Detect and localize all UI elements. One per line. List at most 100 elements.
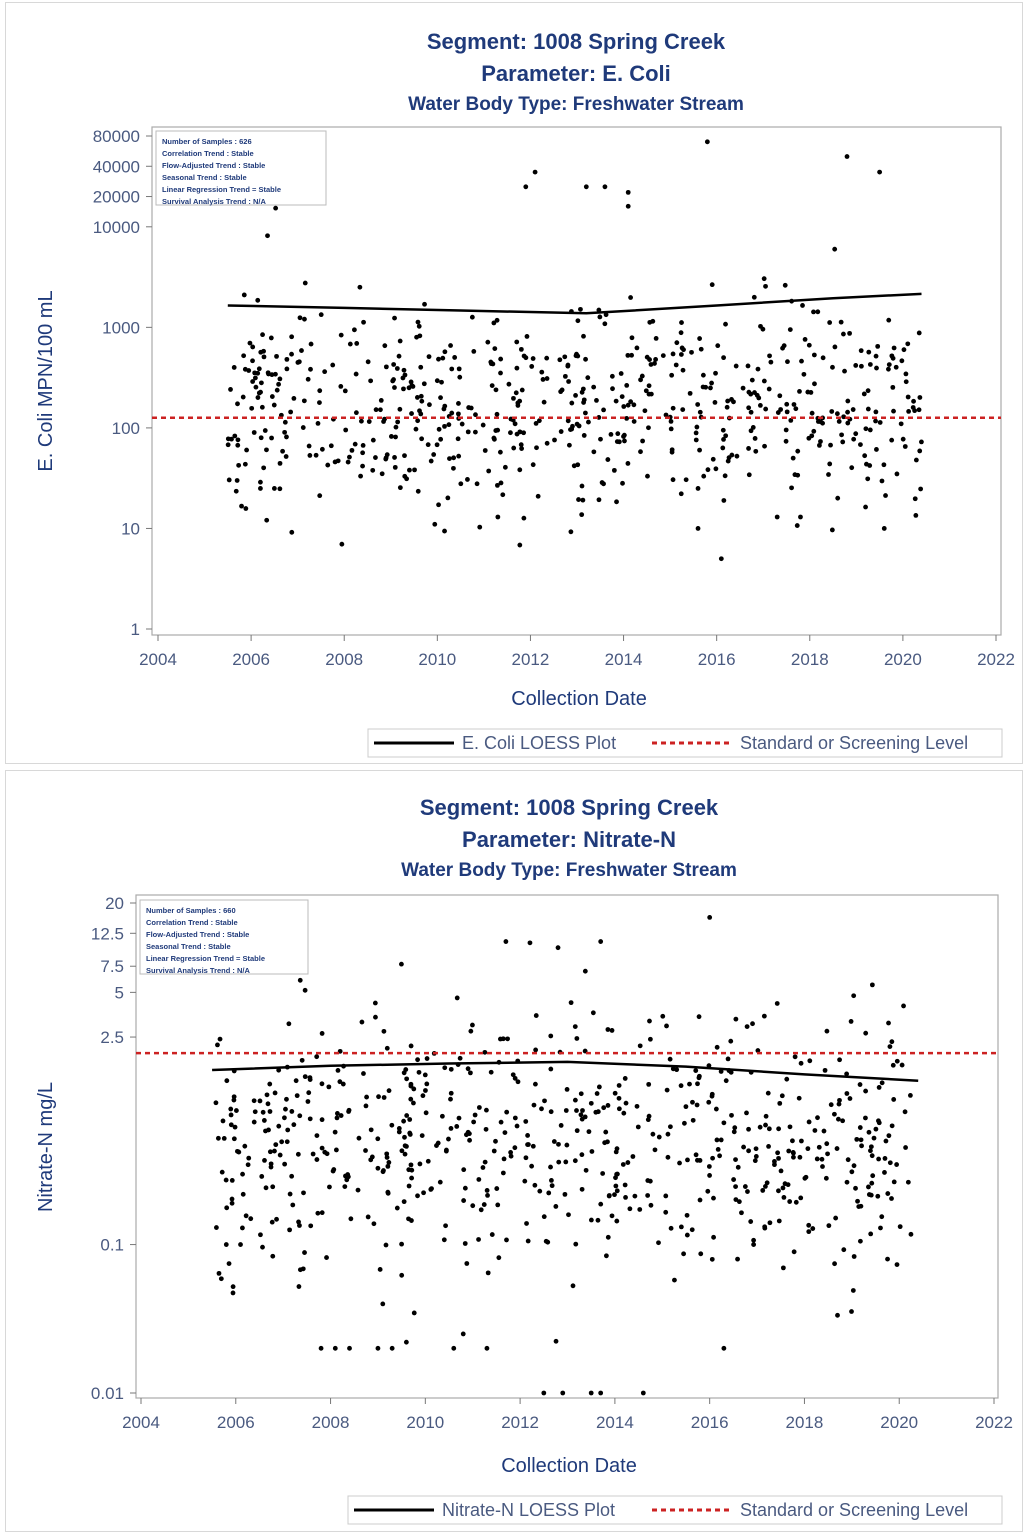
data-point [307, 1077, 313, 1082]
data-point [349, 447, 355, 453]
data-point [512, 1115, 518, 1121]
data-point [373, 455, 378, 460]
data-point [268, 1161, 274, 1167]
data-point [774, 514, 780, 520]
data-point [697, 1197, 703, 1203]
data-point [869, 1153, 875, 1159]
data-point [444, 1147, 449, 1153]
data-point [297, 315, 303, 321]
data-point [853, 363, 859, 368]
data-point [522, 1178, 528, 1184]
data-point [689, 349, 694, 355]
data-point [605, 1027, 611, 1032]
data-point [423, 1110, 429, 1116]
data-point [486, 468, 492, 474]
data-point [524, 334, 530, 339]
data-point [746, 1126, 751, 1132]
data-point [361, 319, 366, 325]
data-point [629, 335, 635, 341]
stats-line-5: Linear Regression Trend = Stable [146, 954, 265, 963]
data-point [750, 425, 756, 430]
data-point [517, 429, 523, 435]
data-point [744, 1110, 749, 1116]
data-point [283, 454, 289, 459]
data-point [255, 370, 261, 376]
data-point [438, 395, 443, 401]
data-point [887, 1160, 893, 1166]
data-point [863, 426, 869, 432]
data-point [613, 398, 619, 404]
data-point [857, 1125, 863, 1130]
data-point [340, 1081, 346, 1087]
data-point [495, 482, 500, 488]
data-point [625, 189, 631, 195]
data-point [425, 442, 431, 448]
data-point [859, 363, 864, 369]
data-point [359, 1019, 365, 1025]
data-point [508, 430, 513, 436]
data-point [918, 486, 924, 492]
data-point [683, 477, 689, 483]
data-point [383, 1242, 389, 1248]
data-point [622, 1076, 628, 1081]
data-point [780, 1265, 786, 1271]
data-point [233, 488, 239, 494]
data-point [417, 408, 422, 414]
data-point [515, 1079, 521, 1085]
data-point [280, 448, 285, 454]
data-point [834, 1146, 840, 1151]
y-tick-label: 1 [131, 620, 140, 639]
data-point [595, 1217, 601, 1223]
data-point [383, 364, 389, 370]
legend-frame [367, 728, 1003, 758]
data-point [282, 1161, 288, 1167]
data-point [791, 1249, 797, 1255]
data-point [628, 399, 634, 405]
data-point [733, 1016, 739, 1022]
data-point [500, 1170, 506, 1176]
data-point [381, 419, 386, 424]
data-point [611, 467, 617, 473]
data-point [618, 371, 624, 376]
x-tick-label: 2018 [791, 650, 829, 669]
data-point [679, 345, 685, 351]
data-point [267, 1109, 273, 1114]
data-point [766, 1143, 771, 1149]
data-point [845, 420, 851, 426]
data-point [225, 442, 231, 448]
data-point [530, 356, 536, 361]
data-point [687, 390, 693, 396]
data-point [588, 1217, 594, 1223]
data-point [421, 381, 427, 387]
data-point [791, 402, 797, 407]
data-point [799, 358, 804, 364]
data-point [582, 968, 588, 974]
data-point [783, 438, 789, 444]
data-point [905, 341, 911, 347]
data-point [324, 1255, 329, 1260]
data-point [865, 388, 871, 394]
data-point [568, 529, 574, 535]
data-point [798, 514, 803, 520]
stats-line-4: Seasonal Trend : Stable [162, 173, 247, 182]
data-point [890, 384, 896, 390]
data-point [721, 436, 726, 442]
data-point [458, 481, 464, 487]
data-point [763, 1122, 768, 1128]
data-point [721, 355, 726, 361]
data-point [214, 1225, 219, 1230]
data-point [668, 419, 674, 424]
data-point [290, 1202, 296, 1208]
legend-loess-label: Nitrate-N LOESS Plot [442, 1500, 615, 1520]
data-point [262, 1157, 267, 1163]
data-point [752, 1158, 758, 1164]
data-point [763, 283, 768, 289]
data-point [512, 1145, 518, 1151]
data-point [353, 371, 359, 377]
data-point [420, 1093, 426, 1099]
data-point [223, 1177, 229, 1183]
data-point [652, 361, 657, 366]
data-point [363, 1148, 368, 1153]
data-point [529, 364, 535, 369]
data-point [731, 399, 736, 405]
